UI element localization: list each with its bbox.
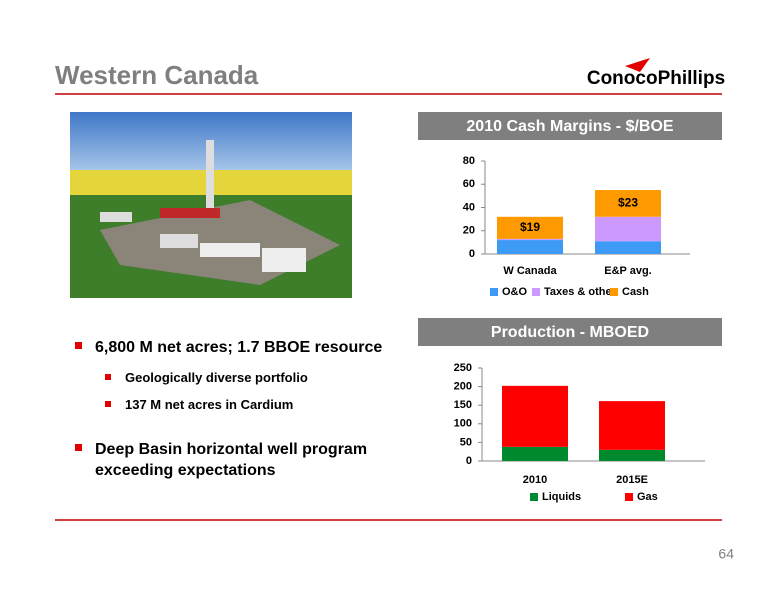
bar-segment xyxy=(497,216,563,239)
bar-segment xyxy=(502,385,568,447)
chart-title: Production - MBOED xyxy=(491,324,649,341)
sub-bullet-text: Geologically diverse portfolio xyxy=(125,370,308,385)
y-tick-label: 250 xyxy=(454,362,472,374)
y-tick-label: 200 xyxy=(454,381,472,393)
bar-segment xyxy=(599,401,665,450)
photo xyxy=(70,112,352,298)
legend-label: Taxes & other xyxy=(544,286,617,298)
legend-label: Cash xyxy=(622,286,649,298)
y-tick-label: 0 xyxy=(466,455,472,467)
data-label: $19 xyxy=(520,220,540,234)
bullet-text: 6,800 M net acres; 1.7 BBOE resource xyxy=(95,339,383,356)
chart-header xyxy=(418,318,722,346)
y-tick-label: 0 xyxy=(469,248,475,260)
bar-segment xyxy=(502,446,568,461)
y-tick-label: 20 xyxy=(463,225,475,237)
slide-title: Western Canada xyxy=(55,60,259,90)
x-tick-label: W Canada xyxy=(503,265,557,277)
bar-segment xyxy=(497,238,563,241)
bar-segment xyxy=(497,240,563,254)
x-tick-label: 2010 xyxy=(523,474,547,486)
sub-bullet-marker xyxy=(105,401,111,407)
y-tick-label: 60 xyxy=(463,178,475,190)
sub-bullet-marker xyxy=(105,374,111,380)
sub-bullet-text: 137 M net acres in Cardium xyxy=(125,397,294,412)
x-tick-label: E&P avg. xyxy=(604,265,652,277)
legend-swatch xyxy=(610,288,618,296)
x-tick-label: 2015E xyxy=(616,474,648,486)
bullet-marker xyxy=(75,342,82,349)
y-tick-label: 40 xyxy=(463,201,475,213)
chart-title: 2010 Cash Margins - $/BOE xyxy=(466,118,674,135)
legend-swatch xyxy=(530,493,538,501)
legend-swatch xyxy=(532,288,540,296)
bullet-marker xyxy=(75,444,82,451)
y-tick-label: 50 xyxy=(460,436,472,448)
logo-swoosh xyxy=(625,58,650,72)
y-tick-label: 80 xyxy=(463,155,475,167)
legend-label: O&O xyxy=(502,286,528,298)
legend-label: Gas xyxy=(637,491,658,503)
y-tick-label: 150 xyxy=(454,399,472,411)
bar-segment xyxy=(595,216,661,242)
page-number: 64 xyxy=(718,546,734,562)
bar-segment xyxy=(599,449,665,461)
logo: ConocoPhillips xyxy=(587,68,725,89)
legend-swatch xyxy=(625,493,633,501)
y-tick-label: 100 xyxy=(454,418,472,430)
legend-swatch xyxy=(490,288,498,296)
bullet-text: Deep Basin horizontal well program excee… xyxy=(95,441,368,479)
legend-label: Liquids xyxy=(542,491,581,503)
chart-header xyxy=(418,112,722,140)
bar-segment xyxy=(595,190,661,217)
bar-segment xyxy=(595,241,661,254)
data-label: $23 xyxy=(618,196,638,210)
